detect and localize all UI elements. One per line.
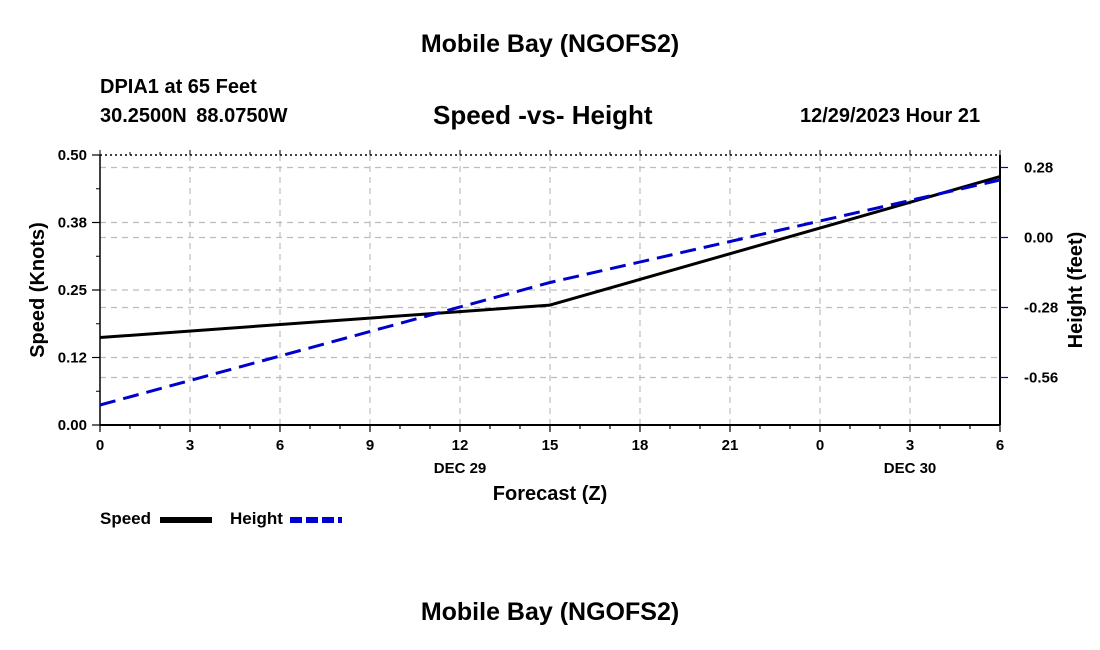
x-tick-label: 0 (816, 437, 824, 454)
x-tick-label: 6 (996, 437, 1004, 454)
x-axis-title: Forecast (Z) (493, 483, 607, 505)
x-tick-label: 15 (542, 437, 559, 454)
y2-tick-label: 0.00 (1024, 230, 1053, 247)
x-date-label: DEC 29 (434, 460, 487, 477)
chart-subtitle: Speed -vs- Height (433, 100, 653, 130)
y-axis-title: Speed (Knots) (27, 222, 49, 358)
y2-tick-label: 0.28 (1024, 160, 1053, 177)
y-tick-label: 0.25 (58, 282, 87, 299)
series-line-height (99, 178, 1001, 407)
y-tick-label: 0.38 (58, 215, 87, 232)
main-title: Mobile Bay (NGOFS2) (420, 30, 680, 58)
series-line-speed (99, 175, 1001, 340)
legend-speed-label: Speed (100, 509, 152, 528)
x-tick-label: 3 (906, 437, 914, 454)
y-tick-label: 0.12 (58, 350, 87, 367)
x-tick-label: 9 (366, 437, 374, 454)
y2-axis-title: Height (feet) (1065, 232, 1087, 349)
bottom-title: Mobile Bay (NGOFS2) (420, 598, 680, 626)
forecast-datetime: 12/29/2023 Hour 21 (800, 105, 981, 127)
legend-height-label: Height (230, 509, 283, 528)
x-tick-label: 18 (632, 437, 649, 454)
y2-tick-label: -0.56 (1024, 370, 1058, 387)
x-tick-label: 21 (722, 437, 739, 454)
x-date-label: DEC 30 (884, 460, 937, 477)
x-tick-label: 3 (186, 437, 194, 454)
station-label: DPIA1 at 65 Feet (100, 76, 257, 98)
x-tick-label: 12 (452, 437, 469, 454)
y-tick-label: 0.00 (58, 417, 87, 434)
x-tick-label: 0 (96, 437, 104, 454)
y-tick-label: 0.50 (58, 147, 87, 164)
x-tick-label: 6 (276, 437, 284, 454)
station-coordinates: 30.2500N 88.0750W (100, 105, 288, 127)
y2-tick-label: -0.28 (1024, 300, 1058, 317)
